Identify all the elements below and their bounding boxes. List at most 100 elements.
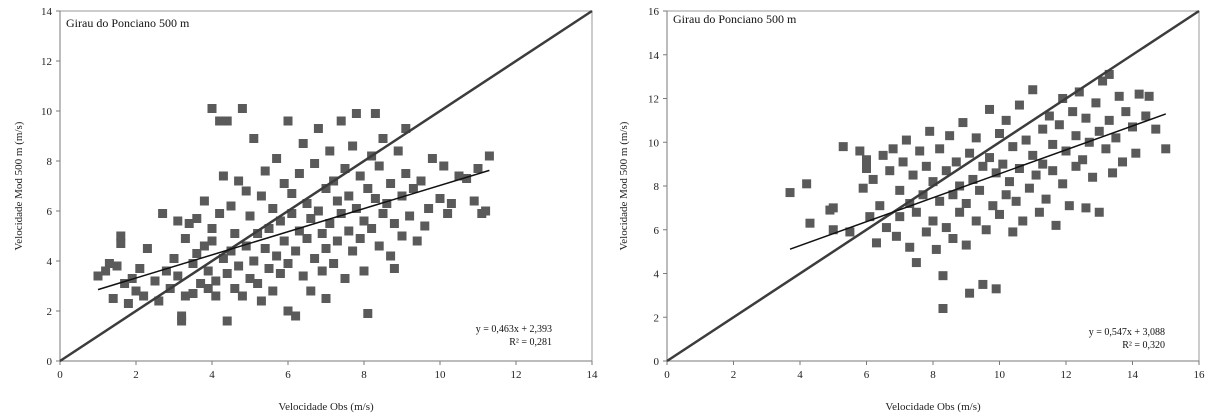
data-point (1108, 168, 1118, 178)
data-point (905, 199, 915, 208)
data-point (237, 104, 247, 113)
data-point (234, 176, 244, 186)
data-point (215, 209, 225, 218)
data-point (785, 188, 795, 198)
data-point (169, 254, 179, 263)
data-point (317, 266, 327, 276)
data-point (1141, 111, 1151, 121)
data-point (268, 286, 278, 296)
data-point (367, 224, 377, 233)
data-point (268, 204, 278, 213)
data-point (1161, 144, 1171, 154)
data-point (180, 291, 190, 301)
data-point (344, 191, 354, 201)
data-point (921, 161, 931, 171)
data-point (408, 184, 418, 193)
data-point (1151, 124, 1161, 134)
data-point (211, 291, 221, 301)
data-point (961, 240, 971, 250)
data-point (921, 227, 931, 237)
data-point (370, 194, 380, 203)
data-point (925, 126, 935, 136)
data-point (971, 133, 981, 143)
data-point (196, 279, 206, 288)
data-point (871, 238, 881, 248)
data-point (260, 166, 270, 176)
data-point (154, 296, 164, 306)
data-point (1144, 91, 1154, 101)
data-point (845, 227, 855, 237)
y-tick-label: 12 (648, 94, 659, 106)
data-point (1041, 194, 1051, 204)
data-point (199, 196, 209, 206)
data-point (928, 177, 938, 187)
data-point (332, 236, 342, 246)
data-point (272, 154, 282, 163)
data-point (215, 116, 225, 126)
data-point (898, 157, 908, 167)
data-point (908, 170, 918, 180)
data-point (938, 304, 948, 313)
data-point (462, 174, 472, 183)
data-point (325, 146, 335, 156)
data-point (321, 244, 331, 253)
y-axis-title: Velocidade Mod 500 m (m/s) (618, 121, 630, 250)
data-point (1058, 94, 1068, 103)
data-point (241, 186, 251, 196)
data-point (192, 249, 202, 258)
data-point (131, 286, 141, 296)
data-point (283, 259, 293, 268)
data-point (915, 146, 925, 156)
regression-equation: y = 0,463x + 2,393 (476, 324, 552, 335)
data-point (1021, 135, 1031, 145)
data-point (321, 294, 331, 303)
data-point (279, 236, 289, 246)
data-point (473, 164, 483, 173)
data-point (862, 155, 871, 165)
data-point (420, 221, 430, 231)
y-tick-label: 0 (47, 356, 53, 368)
data-point (968, 174, 978, 184)
axis-ticks: 0 2 4 6 8 10 12 14 16 0 2 4 6 8 10 12 14 16 (648, 6, 1205, 381)
data-point (1004, 177, 1014, 187)
data-point (895, 185, 905, 195)
data-point (321, 184, 331, 193)
data-point (998, 159, 1008, 169)
data-point (971, 216, 981, 226)
data-point (858, 183, 868, 193)
data-point (279, 179, 289, 188)
x-tick-label: 0 (664, 369, 670, 381)
data-point (469, 196, 479, 206)
data-point (1094, 126, 1104, 136)
data-point (1091, 98, 1101, 108)
data-points (785, 69, 1171, 313)
data-point (911, 207, 921, 217)
x-tick-label: 2 (133, 369, 139, 381)
data-point (359, 266, 369, 276)
data-point (317, 229, 327, 238)
data-point (386, 251, 396, 261)
data-point (199, 241, 209, 251)
data-point (313, 124, 323, 133)
data-point (139, 291, 149, 301)
data-point (275, 216, 285, 226)
data-point (416, 176, 426, 186)
data-point (298, 271, 308, 281)
data-point (881, 223, 891, 233)
data-point (995, 209, 1004, 219)
data-point (161, 266, 171, 276)
y-tick-label: 16 (648, 6, 660, 18)
data-point (287, 189, 297, 198)
data-point (918, 190, 928, 200)
y-tick-label: 2 (47, 306, 53, 318)
data-point (1061, 146, 1071, 156)
data-point (1071, 161, 1081, 171)
one-to-one-line (59, 9, 593, 363)
x-tick-label: 14 (587, 369, 599, 381)
x-tick-label: 10 (994, 369, 1006, 381)
data-point (283, 306, 293, 316)
data-point (935, 144, 945, 154)
data-point (454, 171, 464, 181)
data-point (945, 131, 955, 141)
data-point (397, 231, 407, 241)
